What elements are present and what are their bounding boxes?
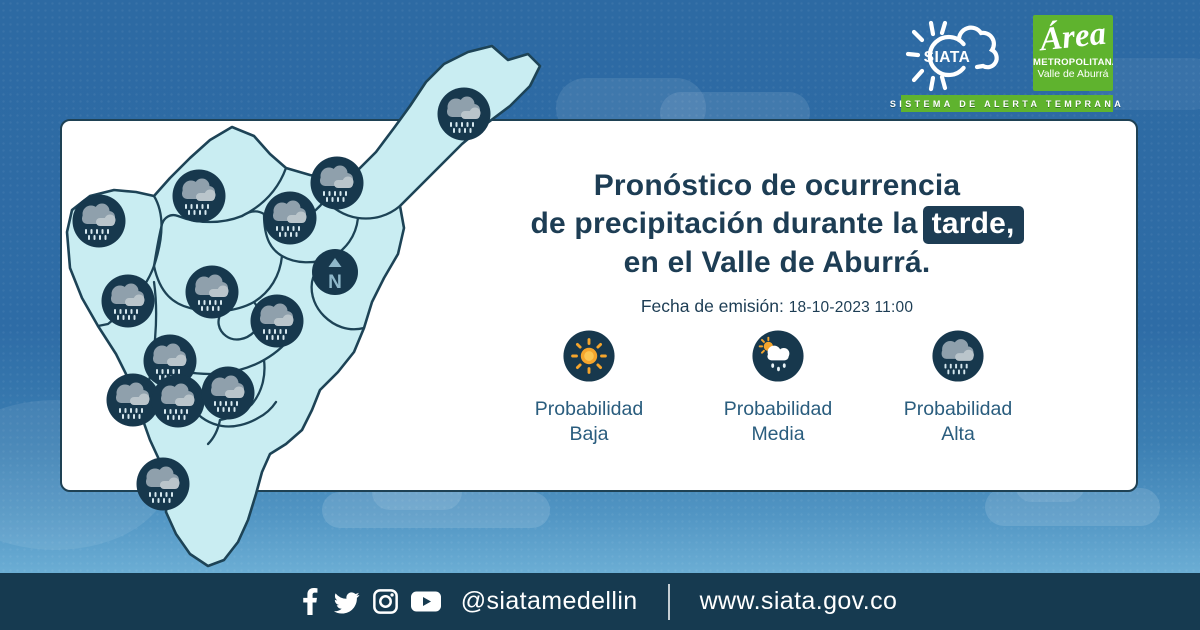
youtube-icon[interactable] <box>410 590 441 613</box>
emission-date-value: 18-10-2023 11:00 <box>788 299 914 316</box>
sun-icon <box>561 329 617 383</box>
legend-item-alta: Probabilidad Alta <box>873 329 1043 447</box>
title-line-1: Pronóstico de ocurrencia <box>593 169 961 202</box>
legend-item-baja: Probabilidad Baja <box>504 329 674 447</box>
forecast-text-block: Pronóstico de ocurrencia de precipitació… <box>466 167 1088 317</box>
title-line-2-text: de precipitación durante la <box>530 207 918 240</box>
title-line-3: en el Valle de Aburrá. <box>623 246 931 279</box>
area-logo-script: Área <box>1038 15 1108 59</box>
footer-divider <box>667 583 670 620</box>
area-metropolitana-logo: Área METROPOLITANA Valle de Aburrá <box>1033 15 1113 91</box>
instagram-icon[interactable] <box>372 589 398 614</box>
forecast-alta-rain-cloud-icon <box>309 155 365 211</box>
legend-label: Probabilidad Media <box>723 398 833 445</box>
alert-system-banner-text: SISTEMA DE ALERTA TEMPRANA <box>889 98 1125 109</box>
forecast-alta-rain-cloud-icon <box>100 273 156 329</box>
forecast-alta-rain-cloud-icon <box>184 264 240 320</box>
forecast-alta-rain-cloud-icon <box>135 456 191 512</box>
area-logo-line1: METROPOLITANA <box>1033 57 1113 68</box>
sun-cloud-rain-icon <box>751 329 805 383</box>
forecast-alta-rain-cloud-icon <box>171 168 227 224</box>
forecast-alta-rain-cloud-icon <box>262 190 318 246</box>
legend-label: Probabilidad Alta <box>903 398 1013 445</box>
aburra-valley-map: N <box>65 44 542 568</box>
emission-date-label: Fecha de emisión: <box>640 296 784 316</box>
background-cloud <box>985 488 1160 526</box>
footer-bar: @siatamedellin www.siata.gov.co <box>0 573 1200 630</box>
forecast-alta-rain-cloud-icon <box>150 373 206 429</box>
title-highlight-tarde: tarde, <box>922 206 1024 244</box>
social-icons <box>302 588 441 615</box>
emission-date-row: Fecha de emisión: 18-10-2023 11:00 <box>466 296 1088 317</box>
legend-label: Probabilidad Baja <box>534 398 644 445</box>
brand-logos: SIATA Área METROPOLITANA Valle de Aburrá… <box>890 8 1121 114</box>
website-url[interactable]: www.siata.gov.co <box>699 587 898 615</box>
forecast-alta-rain-cloud-icon <box>71 193 127 249</box>
title-line-2: de precipitación durante la tarde, <box>466 205 1088 244</box>
siata-logo: SIATA <box>905 20 999 92</box>
rain-cloud-icon <box>931 329 985 383</box>
forecast-alta-rain-cloud-icon <box>249 293 305 349</box>
forecast-alta-rain-cloud-icon <box>436 86 492 142</box>
svg-text:N: N <box>328 272 342 293</box>
background-cloud <box>322 492 550 528</box>
social-handle[interactable]: @siatamedellin <box>460 587 638 615</box>
forecast-alta-rain-cloud-icon <box>200 365 256 421</box>
twitter-icon[interactable] <box>331 589 360 614</box>
legend-item-media: Probabilidad Media <box>693 329 863 447</box>
facebook-icon[interactable] <box>302 588 318 615</box>
siata-logo-text: SIATA <box>924 49 971 66</box>
area-logo-line2: Valle de Aburrá <box>1037 68 1109 80</box>
alert-system-banner: SISTEMA DE ALERTA TEMPRANA <box>890 95 1121 112</box>
north-compass-icon: N <box>312 249 358 295</box>
